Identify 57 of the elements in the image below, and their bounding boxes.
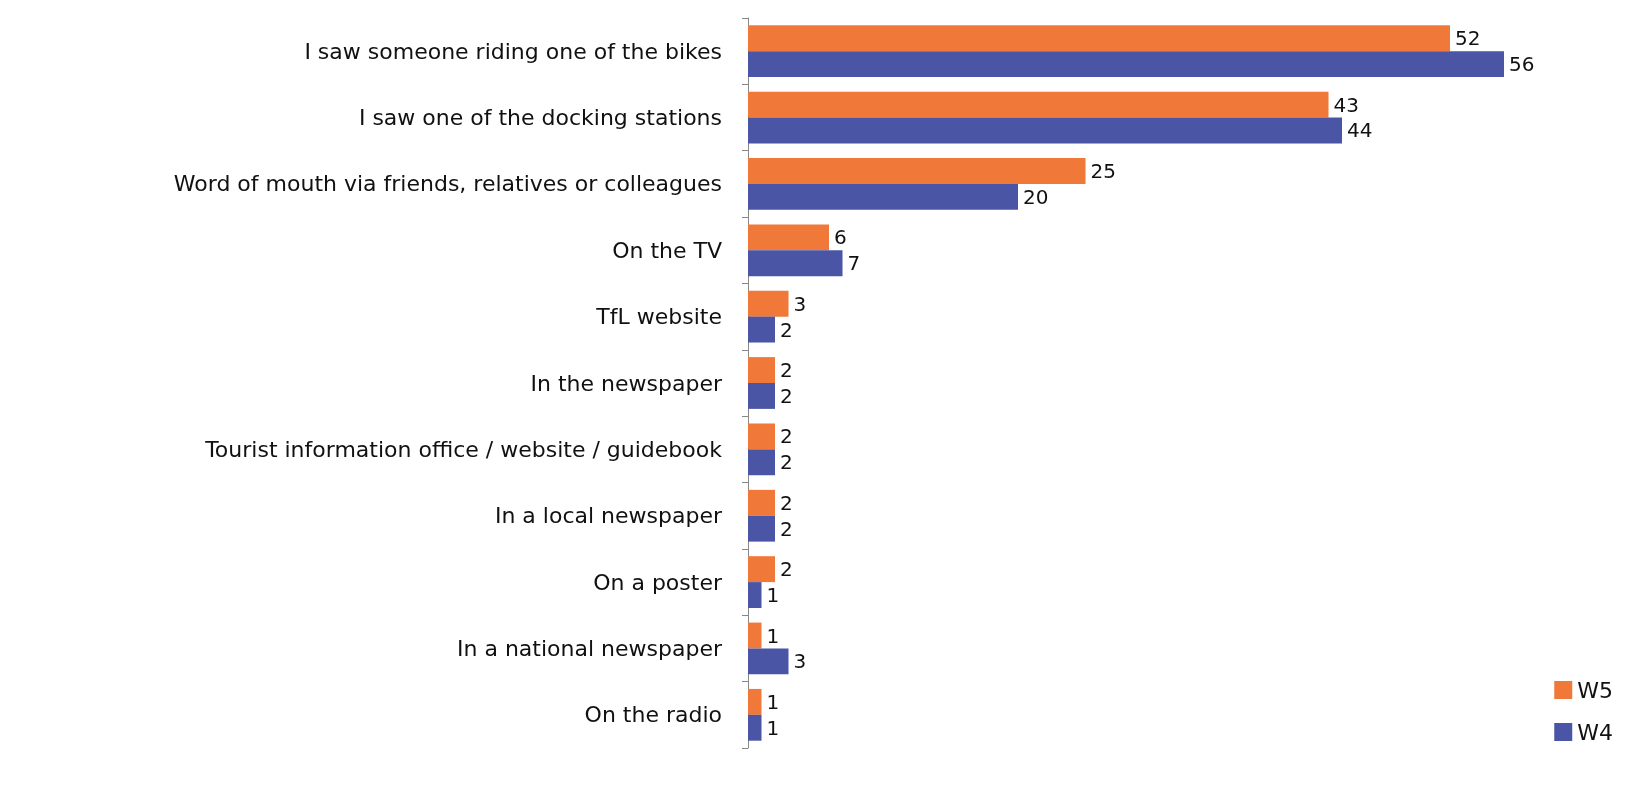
data-label: 56: [1509, 52, 1535, 77]
data-label: 2: [780, 516, 793, 541]
data-label: 25: [1090, 158, 1116, 183]
bar: [748, 582, 762, 608]
bar: [748, 383, 775, 409]
bar: [748, 224, 829, 251]
bar: [748, 423, 775, 450]
bar: [748, 515, 775, 542]
bar: [748, 714, 762, 741]
data-label: 1: [766, 623, 780, 648]
data-label: 1: [766, 583, 780, 608]
y-tick-label: On a poster: [593, 569, 723, 595]
y-tick-label: I saw someone riding one of the bikes: [304, 38, 722, 64]
data-label: 2: [780, 490, 793, 515]
legend-label: W4: [1577, 719, 1613, 745]
bar: [748, 51, 1504, 78]
bar: [748, 449, 775, 476]
bar: [748, 688, 762, 715]
y-tick-label: On the radio: [584, 702, 722, 728]
data-label: 52: [1455, 26, 1481, 51]
bar: [748, 117, 1342, 144]
data-label: 1: [766, 715, 780, 740]
y-tick-label: Word of mouth via friends, relatives or colleagues: [173, 171, 722, 197]
legend-label: W5: [1577, 677, 1613, 703]
y-tick-label: TfL website: [595, 304, 722, 330]
bar: [748, 622, 762, 649]
y-tick-label: I saw one of the docking stations: [358, 105, 722, 131]
data-label: 3: [793, 649, 807, 674]
data-label: 2: [780, 424, 793, 449]
bar: [748, 290, 789, 317]
data-label: 6: [834, 225, 847, 250]
bar: [748, 183, 1018, 210]
y-tick-label: Tourist information office / website / guidebook: [204, 436, 723, 462]
data-label: 7: [847, 251, 861, 276]
y-tick-label: In a local newspaper: [494, 503, 723, 529]
data-label: 3: [793, 291, 807, 316]
bar: [748, 648, 789, 675]
bar: [748, 357, 775, 383]
y-tick-label: In the newspaper: [530, 370, 723, 396]
bar: [748, 25, 1450, 52]
data-label: 2: [780, 450, 793, 475]
bar: [748, 158, 1086, 184]
data-label: 2: [780, 383, 793, 408]
y-tick-label: On the TV: [612, 237, 722, 263]
bar: [748, 316, 775, 343]
data-label: 20: [1023, 184, 1049, 209]
bar: [748, 489, 775, 516]
bar: [748, 91, 1329, 118]
data-label: 2: [780, 317, 793, 342]
data-label: 2: [780, 557, 793, 582]
data-label: 43: [1333, 92, 1359, 117]
data-label: 44: [1347, 118, 1373, 143]
bar: [748, 250, 843, 277]
data-label: 2: [780, 358, 793, 383]
data-label: 1: [766, 689, 780, 714]
bar: [748, 556, 775, 583]
y-tick-label: In a national newspaper: [457, 635, 723, 661]
